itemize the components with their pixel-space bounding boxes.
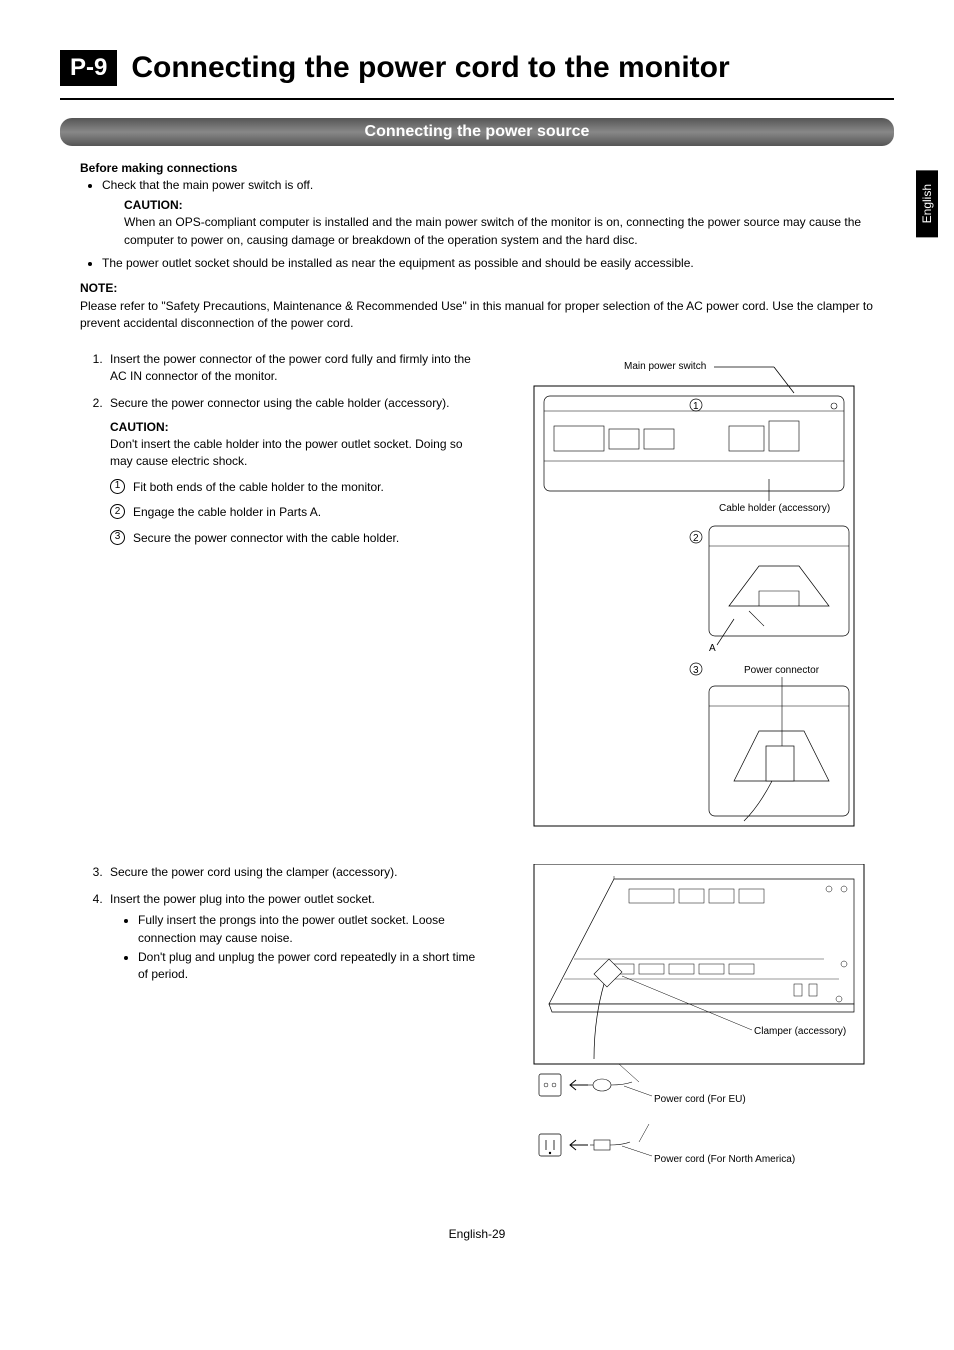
page-header: P-9 Connecting the power cord to the mon… [60,50,894,86]
step-2-text: Secure the power connector using the cab… [110,396,450,410]
step2-caution-text: Don't insert the cable holder into the p… [110,436,484,471]
substep-3-text: Secure the power connector with the cabl… [133,530,399,547]
before-heading: Before making connections [80,160,874,177]
label-power-connector: Power connector [744,665,820,676]
diagram-panel-2: 2 A [690,526,849,654]
substep-3: 3 Secure the power connector with the ca… [110,530,484,547]
circled-2-icon: 2 [110,504,125,519]
diagram-2: Clamper (accessory) Power cord (For EU) [504,864,874,1184]
label-cord-na: Power cord (For North America) [654,1154,795,1165]
substep-1-text: Fit both ends of the cable holder to the… [133,479,384,496]
page-badge: P-9 [60,50,117,86]
plug-na: Power cord (For North America) [539,1124,795,1165]
step-2: Secure the power connector using the cab… [106,395,484,547]
svg-text:1: 1 [693,401,699,412]
diagram-1: Main power switch 1 Cable ho [504,351,864,831]
page-title: Connecting the power cord to the monitor [131,51,729,85]
label-A: A [709,643,716,654]
step-4: Insert the power plug into the power out… [106,891,484,984]
label-cable-holder: Cable holder (accessory) [719,503,830,514]
substep-2: 2 Engage the cable holder in Parts A. [110,504,484,521]
diagram-panel-3: 3 Power connector [690,663,849,821]
intro-bullet-1: Check that the main power switch is off.… [102,177,874,249]
note-label: NOTE: [80,280,874,297]
svg-text:2: 2 [693,533,699,544]
step-4-text: Insert the power plug into the power out… [110,892,375,906]
intro-bullet-2: The power outlet socket should be instal… [102,255,874,272]
substep-1: 1 Fit both ends of the cable holder to t… [110,479,484,496]
steps-34-col: Secure the power cord using the clamper … [80,864,484,1187]
caution-text: When an OPS-compliant computer is instal… [124,214,874,249]
label-clamper: Clamper (accessory) [754,1026,846,1037]
diagram-panel-1: 1 [544,396,844,491]
intro-block: Before making connections Check that the… [80,160,874,333]
step2-caution-label: CAUTION: [110,419,484,436]
diagram-2-col: Clamper (accessory) Power cord (For EU) [504,864,874,1187]
title-rule [60,98,894,100]
note-text: Please refer to "Safety Precautions, Mai… [80,298,874,333]
label-cord-eu: Power cord (For EU) [654,1094,746,1105]
step4-bullet-2: Don't plug and unplug the power cord rep… [138,949,484,984]
section-bar: Connecting the power source [60,118,894,146]
intro-bullet-1-text: Check that the main power switch is off. [102,178,313,192]
diagram-1-col: Main power switch 1 Cable ho [504,351,874,834]
step4-bullet-1: Fully insert the prongs into the power o… [138,912,484,947]
step-3: Secure the power cord using the clamper … [106,864,484,881]
steps-12-col: Insert the power connector of the power … [80,351,484,834]
step-1: Insert the power connector of the power … [106,351,484,386]
substep-2-text: Engage the cable holder in Parts A. [133,504,321,521]
circled-3-icon: 3 [110,530,125,545]
caution-label: CAUTION: [124,197,874,214]
label-main-switch: Main power switch [624,361,706,372]
language-tab: English [916,170,938,237]
plug-eu: Power cord (For EU) [539,1064,746,1105]
circled-1-icon: 1 [110,479,125,494]
footer-page-number: English-29 [60,1227,894,1241]
svg-text:3: 3 [693,665,699,676]
